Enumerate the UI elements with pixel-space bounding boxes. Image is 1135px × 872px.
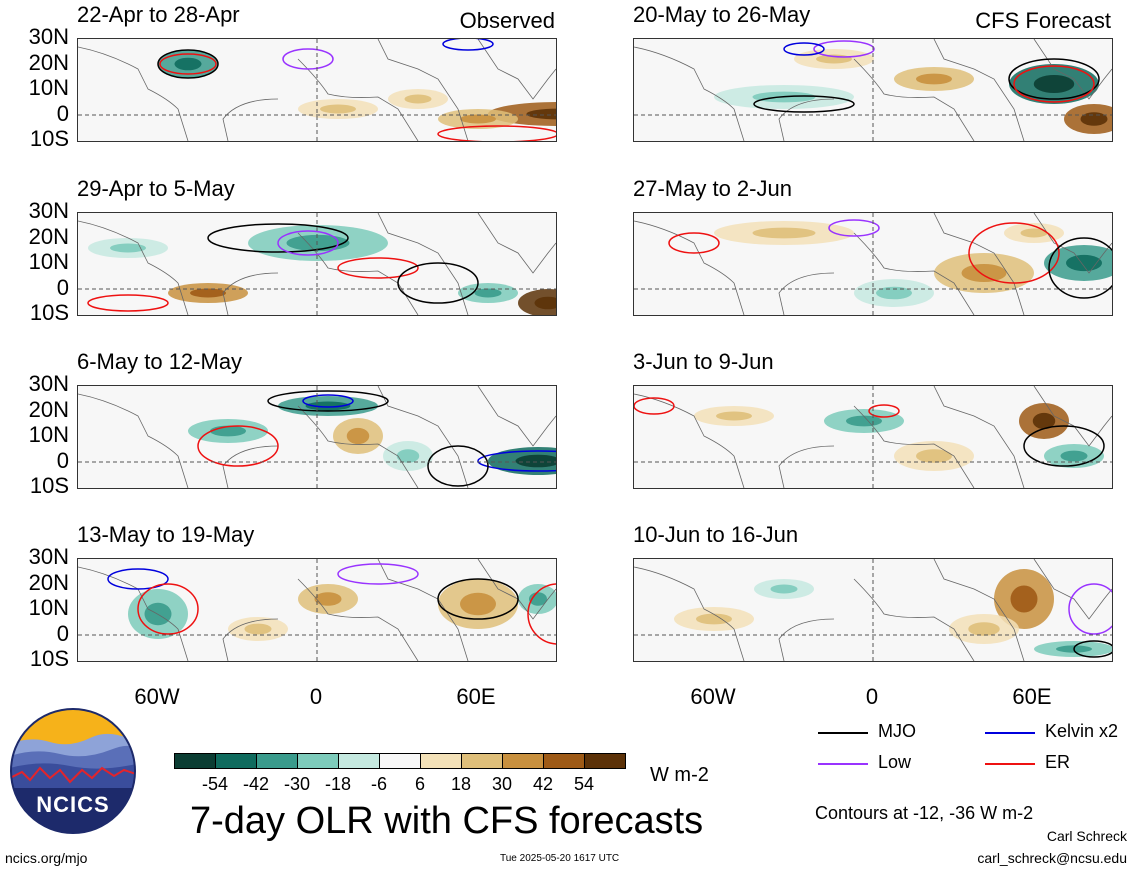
colorbar-tick-label: 6 bbox=[414, 774, 426, 794]
legend-label: Low bbox=[878, 752, 912, 772]
website[interactable]: ncics.org/mjo bbox=[5, 850, 88, 866]
legend-line bbox=[985, 763, 1035, 765]
panel-title: 22-Apr to 28-Apr bbox=[77, 2, 240, 27]
olr-map-panel bbox=[77, 385, 557, 489]
latitude-label: 10S bbox=[29, 300, 69, 325]
colorbar-swatch bbox=[215, 753, 257, 769]
latitude-label: 30N bbox=[28, 544, 69, 569]
contours-note: Contours at -12, -36 W m-2 bbox=[815, 803, 1034, 823]
longitude-label: 0 bbox=[309, 684, 323, 709]
latitude-label: 10N bbox=[28, 422, 69, 447]
longitude-label: 60E bbox=[456, 684, 496, 709]
legend-label: Kelvin x2 bbox=[1045, 721, 1119, 741]
panel-title: 13-May to 19-May bbox=[77, 522, 255, 547]
latitude-label: 30N bbox=[28, 371, 69, 396]
colorbar-tick-label: 42 bbox=[532, 774, 554, 794]
panel-title: 6-May to 12-May bbox=[77, 349, 243, 374]
latitude-label: 10N bbox=[28, 249, 69, 274]
olr-map-panel bbox=[633, 385, 1113, 489]
latitude-label: 0 bbox=[56, 274, 69, 300]
colorbar-swatch bbox=[502, 753, 544, 769]
latitude-label: 10S bbox=[29, 126, 69, 151]
email[interactable]: carl_schreck@ncsu.edu bbox=[977, 850, 1127, 866]
colorbar-swatch bbox=[256, 753, 298, 769]
latitude-label: 20N bbox=[28, 49, 69, 75]
legend-label: MJO bbox=[878, 721, 916, 741]
logo-globe-icon bbox=[10, 708, 136, 834]
colorbar-swatch bbox=[338, 753, 380, 769]
latitude-label: 20N bbox=[28, 223, 69, 249]
colorbar-swatch bbox=[461, 753, 503, 769]
panel-title: 10-Jun to 16-Jun bbox=[633, 522, 799, 547]
colorbar-unit: W m-2 bbox=[650, 764, 709, 786]
panel-title: 27-May to 2-Jun bbox=[633, 176, 792, 201]
panel-tag: Observed bbox=[459, 8, 555, 33]
latitude-label: 10N bbox=[28, 75, 69, 100]
olr-map-panel bbox=[633, 558, 1113, 662]
olr-map-panel bbox=[633, 212, 1113, 316]
longitude-label: 0 bbox=[865, 684, 879, 709]
colorbar-swatch bbox=[420, 753, 462, 769]
olr-map-panel bbox=[77, 558, 557, 662]
legend-line bbox=[818, 763, 868, 765]
colorbar-tick-label: 54 bbox=[573, 774, 595, 794]
latitude-label: 10N bbox=[28, 595, 69, 620]
olr-map-panel bbox=[77, 212, 557, 316]
ncics-logo: NCICS bbox=[10, 708, 136, 834]
panel-title: 3-Jun to 9-Jun bbox=[633, 349, 774, 374]
colorbar-tick-label: 30 bbox=[491, 774, 513, 794]
longitude-label: 60W bbox=[134, 684, 180, 709]
colorbar-tick-label: -54 bbox=[201, 774, 229, 794]
colorbar-swatch bbox=[584, 753, 626, 769]
legend-line bbox=[985, 732, 1035, 734]
panel-title: 20-May to 26-May bbox=[633, 2, 811, 27]
colorbar-swatch bbox=[379, 753, 421, 769]
timestamp: Tue 2025-05-20 1617 UTC bbox=[500, 853, 620, 864]
latitude-label: 30N bbox=[28, 198, 69, 223]
colorbar-tick-label: -42 bbox=[242, 774, 270, 794]
latitude-label: 10S bbox=[29, 473, 69, 498]
olr-map-panel bbox=[77, 38, 557, 142]
author: Carl Schreck bbox=[1046, 828, 1127, 844]
colorbar-swatch bbox=[297, 753, 339, 769]
latitude-label: 20N bbox=[28, 569, 69, 595]
latitude-label: 20N bbox=[28, 396, 69, 422]
olr-map-panel bbox=[633, 38, 1113, 142]
logo-text: NCICS bbox=[36, 792, 110, 817]
latitude-label: 30N bbox=[28, 24, 69, 49]
main-title: 7-day OLR with CFS forecasts bbox=[190, 800, 704, 842]
longitude-label: 60W bbox=[690, 684, 736, 709]
latitude-label: 0 bbox=[56, 620, 69, 646]
legend-label: ER bbox=[1045, 752, 1071, 772]
panel-tag: CFS Forecast bbox=[975, 8, 1111, 33]
colorbar-tick-label: 18 bbox=[450, 774, 472, 794]
latitude-label: 0 bbox=[56, 100, 69, 126]
latitude-label: 0 bbox=[56, 447, 69, 473]
colorbar-tick-label: -6 bbox=[370, 774, 388, 794]
latitude-label: 10S bbox=[29, 646, 69, 671]
colorbar-tick-label: -18 bbox=[324, 774, 352, 794]
colorbar-tick-label: -30 bbox=[283, 774, 311, 794]
colorbar-swatch bbox=[543, 753, 585, 769]
colorbar-swatch bbox=[174, 753, 216, 769]
longitude-label: 60E bbox=[1012, 684, 1052, 709]
panel-title: 29-Apr to 5-May bbox=[77, 176, 235, 201]
legend-line bbox=[818, 732, 868, 734]
